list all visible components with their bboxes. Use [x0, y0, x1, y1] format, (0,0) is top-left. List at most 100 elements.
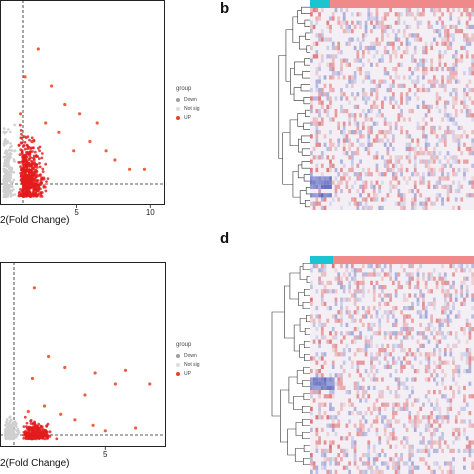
heatmap-cell	[463, 268, 466, 273]
heatmap-cell	[405, 398, 409, 403]
heatmap-cell	[422, 276, 425, 281]
heatmap-cell	[397, 75, 401, 80]
heatmap-cell	[408, 142, 412, 147]
heatmap-cell	[345, 20, 349, 25]
heatmap-cell	[460, 268, 464, 273]
heatmap-cell	[331, 163, 335, 168]
heatmap-cell	[449, 71, 453, 76]
heatmap-cell	[372, 138, 376, 143]
heatmap-cell	[449, 402, 453, 407]
scatter-point	[37, 187, 41, 191]
heatmap-cell	[419, 440, 423, 445]
heatmap-cell	[449, 310, 453, 315]
heatmap-cell	[310, 461, 313, 466]
heatmap-cell	[449, 352, 453, 357]
heatmap-cell	[454, 138, 458, 143]
scatter-point	[9, 156, 12, 159]
heatmap-cell	[348, 432, 351, 437]
heatmap-cell	[424, 134, 428, 139]
dendrogram-branch	[304, 19, 310, 27]
heatmap-cell	[381, 394, 384, 399]
heatmap-cell	[386, 331, 390, 336]
heatmap-cell	[441, 415, 444, 420]
scatter-point	[6, 185, 10, 188]
heatmap-cell	[397, 193, 401, 198]
heatmap-cell	[389, 423, 392, 428]
heatmap-cell	[367, 406, 371, 411]
heatmap-cell	[312, 264, 316, 269]
heatmap-cell	[411, 54, 414, 59]
heatmap-cell	[430, 352, 433, 357]
heatmap-cell	[312, 180, 316, 185]
heatmap-cell	[334, 289, 338, 294]
heatmap-cell	[419, 331, 423, 336]
heatmap-cell	[361, 293, 365, 298]
heatmap-cell	[463, 33, 466, 38]
heatmap-cell	[320, 193, 324, 198]
heatmap-cell	[471, 440, 474, 445]
heatmap-cell	[419, 432, 423, 437]
heatmap-cell	[345, 151, 349, 156]
heatmap-cell	[383, 172, 387, 177]
heatmap-cell	[443, 318, 447, 323]
heatmap-cell	[465, 113, 469, 118]
heatmap-cell	[392, 83, 395, 88]
heatmap-cell	[310, 297, 313, 302]
heatmap-cell	[465, 37, 469, 42]
heatmap-cell	[378, 79, 382, 84]
heatmap-cell	[310, 469, 313, 474]
heatmap-cell	[397, 117, 401, 122]
heatmap-cell	[323, 197, 327, 202]
heatmap-cell	[331, 406, 335, 411]
heatmap-cell	[457, 369, 461, 374]
heatmap-cell	[351, 167, 354, 173]
heatmap-cell	[416, 62, 420, 67]
heatmap-cell	[411, 109, 414, 114]
heatmap-cell	[326, 385, 330, 390]
heatmap-cell	[441, 176, 444, 181]
heatmap-cell	[386, 314, 390, 319]
heatmap-cell	[438, 444, 442, 449]
heatmap-cell	[372, 24, 376, 30]
heatmap-cell	[364, 96, 368, 101]
heatmap-cell	[359, 318, 362, 323]
heatmap-cell	[441, 117, 444, 122]
heatmap-cell	[397, 331, 401, 336]
heatmap-cell	[323, 285, 327, 290]
heatmap-cell	[351, 151, 354, 156]
heatmap-cell	[348, 310, 351, 315]
heatmap-cell	[457, 188, 461, 194]
heatmap-cell	[383, 310, 387, 315]
heatmap-cell	[389, 188, 392, 194]
heatmap-cell	[353, 24, 357, 30]
dendrogram-branch	[301, 161, 310, 169]
heatmap-cell	[460, 327, 464, 332]
scatter-point	[16, 432, 20, 436]
heatmap-cell	[471, 37, 474, 42]
heatmap-cell	[351, 440, 354, 445]
dendrogram-branch	[299, 266, 307, 280]
heatmap-cell	[334, 423, 338, 428]
heatmap-cell	[334, 301, 338, 306]
heatmap-cell	[370, 29, 373, 34]
heatmap-cell	[345, 8, 349, 13]
heatmap-cell	[394, 125, 398, 131]
heatmap-cell	[312, 356, 316, 361]
heatmap-cell	[342, 142, 346, 147]
heatmap-cell	[372, 54, 376, 59]
heatmap-cell	[433, 66, 436, 72]
heatmap-cell	[435, 79, 439, 84]
heatmap-cell	[435, 415, 439, 420]
heatmap-cell	[310, 419, 313, 424]
heatmap-cell	[329, 289, 332, 294]
heatmap-cell	[454, 109, 458, 114]
heatmap-cell	[446, 360, 450, 365]
heatmap-cell	[419, 12, 423, 17]
heatmap-cell	[457, 339, 461, 344]
dendrogram-branch	[303, 457, 310, 466]
scatter-point	[33, 150, 37, 154]
heatmap-cell	[383, 432, 387, 437]
heatmap-cell	[326, 318, 330, 323]
heatmap-cell	[320, 268, 324, 273]
heatmap-cell	[413, 159, 417, 164]
